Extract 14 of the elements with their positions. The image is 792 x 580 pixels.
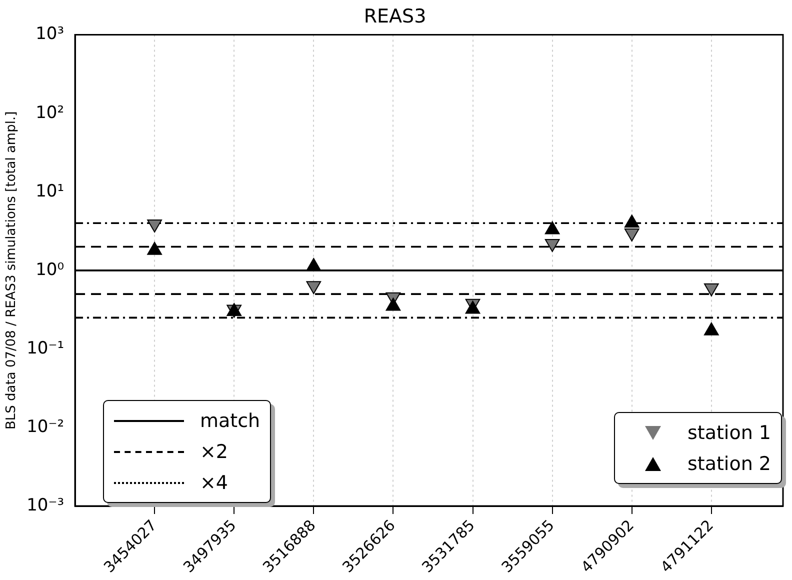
legend-label: ×2 <box>200 440 228 462</box>
y-tick-label: 10⁻² <box>26 416 64 437</box>
legend-label: ×4 <box>200 472 228 494</box>
y-tick-label: 10¹ <box>36 181 64 202</box>
legend-label: station 1 <box>687 422 771 444</box>
y-tick-label: 10⁻¹ <box>26 338 64 358</box>
y-tick-label: 10² <box>36 102 64 123</box>
chart-title: REAS3 <box>364 5 426 28</box>
legend-label: station 2 <box>687 452 771 474</box>
y-tick-label: 10⁻³ <box>26 495 64 516</box>
legend-label: match <box>200 410 260 432</box>
y-tick-label: 10³ <box>36 24 64 44</box>
y-axis-title: BLS data 07/08 / REAS3 simulations [total ampl.] <box>4 111 20 430</box>
y-tick-label: 10⁰ <box>36 260 64 280</box>
